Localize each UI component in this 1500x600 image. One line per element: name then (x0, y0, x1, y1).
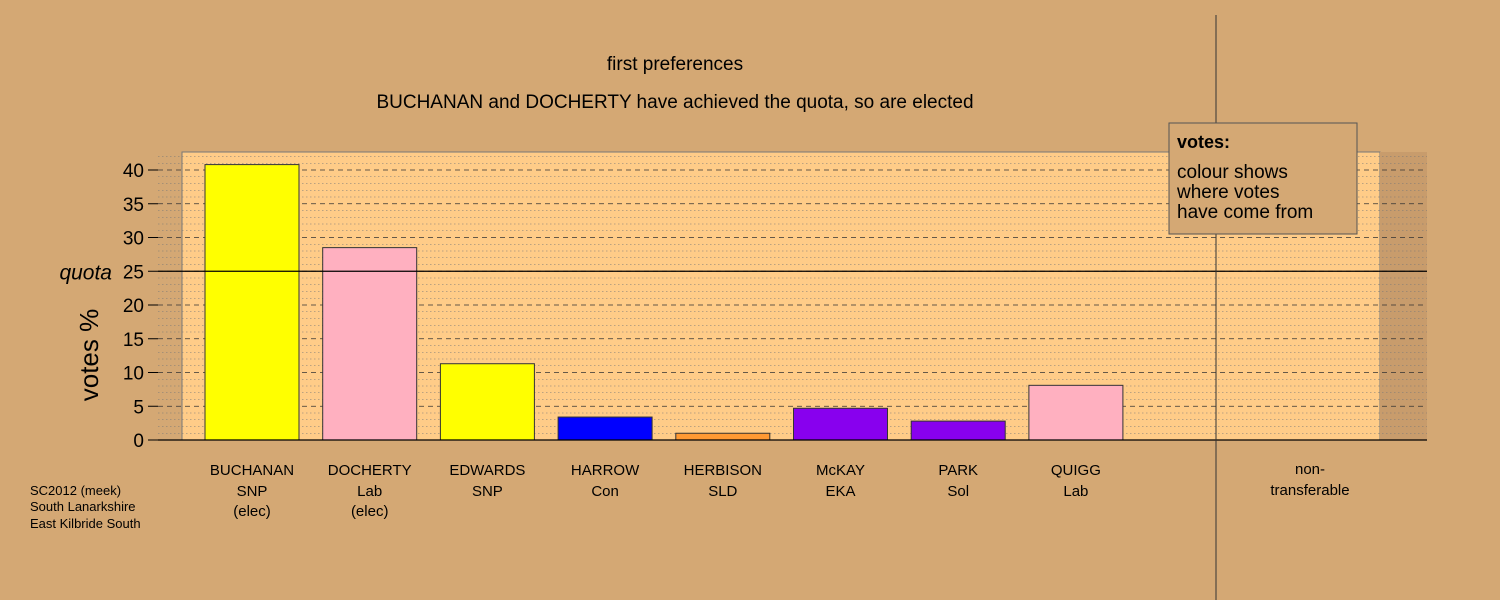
bar-label-name: EDWARDS (449, 462, 525, 479)
bar-label-name: QUIGG (1051, 462, 1101, 479)
bar-label-name: HARROW (571, 462, 640, 479)
y-tick-label: 15 (123, 330, 144, 351)
bar-quigg (1028, 384, 1124, 441)
bar-buchanan (204, 164, 300, 441)
bar-label-party: Con (591, 483, 619, 500)
bar-label-party: SLD (708, 483, 737, 500)
bar-label-party: Lab (1063, 483, 1088, 500)
bar-herbison (675, 432, 771, 441)
footer-line-3: East Kilbride South (30, 516, 141, 531)
bar-label-party: Sol (947, 483, 969, 500)
legend-line-1: colour shows (1177, 162, 1288, 183)
y-tick-label: 5 (133, 397, 144, 418)
legend-box (1168, 122, 1358, 235)
bar-harrow (557, 416, 653, 441)
chart-subtitle: BUCHANAN and DOCHERTY have achieved the … (376, 92, 973, 113)
bar-mckay (793, 407, 888, 441)
quota-label: quota (59, 261, 112, 284)
bar-park (910, 420, 1006, 441)
y-tick-label: 30 (123, 229, 144, 250)
footer: SC2012 (meek) South Lanarkshire East Kil… (30, 483, 141, 531)
y-axis-label: votes % (74, 309, 104, 402)
bar-label-name: McKAY (816, 462, 865, 479)
bar-label-party: EKA (825, 483, 855, 500)
y-tick-label: 25 (123, 262, 144, 283)
legend: votes: colour shows where votes have com… (1168, 122, 1358, 235)
y-axis: 0 5 10 15 20 25 30 35 40 (123, 161, 158, 452)
bar-label-name: BUCHANAN (210, 462, 294, 479)
y-tick-label: 20 (123, 296, 144, 317)
bar-edwards (439, 363, 535, 441)
y-tick-label: 40 (123, 161, 144, 182)
legend-line-3: have come from (1177, 202, 1313, 223)
nontransferable-region (1380, 152, 1427, 440)
nontransferable-label-2: transferable (1270, 482, 1349, 499)
bar-label-status: (elec) (351, 503, 389, 520)
x-axis-labels: BUCHANAN SNP (elec) DOCHERTY Lab (elec) EDWARD… (210, 462, 1101, 520)
y-tick-label: 0 (133, 431, 144, 452)
legend-title: votes: (1177, 132, 1230, 152)
bars (204, 164, 1124, 441)
nontransferable-label-1: non- (1295, 461, 1325, 478)
bar-docherty (322, 247, 418, 441)
bar-label-party: Lab (357, 483, 382, 500)
bar-label-status: (elec) (233, 503, 271, 520)
bar-label-name: PARK (938, 462, 978, 479)
bar-label-party: SNP (237, 483, 268, 500)
bar-label-party: SNP (472, 483, 503, 500)
legend-line-2: where votes (1176, 182, 1279, 203)
y-tick-label: 10 (123, 364, 144, 385)
y-tick-label: 35 (123, 195, 144, 216)
footer-line-1: SC2012 (meek) (30, 483, 121, 498)
footer-line-2: South Lanarkshire (30, 499, 136, 514)
bar-label-name: DOCHERTY (328, 462, 412, 479)
bar-label-name: HERBISON (684, 462, 762, 479)
chart-title: first preferences (607, 54, 743, 75)
